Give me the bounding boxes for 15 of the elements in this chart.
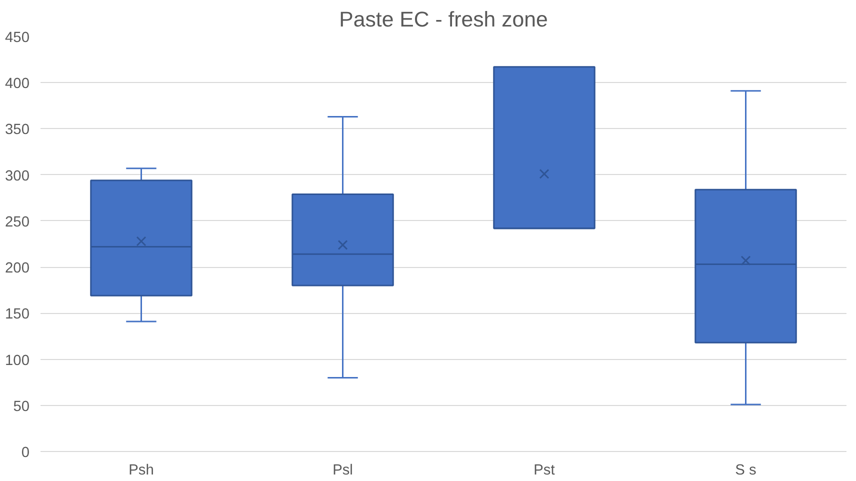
y-tick-label: 0 bbox=[21, 445, 30, 461]
y-tick-label: 400 bbox=[5, 76, 30, 92]
y-tick-label: 100 bbox=[5, 352, 30, 369]
x-tick-label: Psh bbox=[128, 462, 154, 478]
y-tick-label: 50 bbox=[13, 398, 30, 415]
y-tick-label: 350 bbox=[5, 122, 30, 138]
y-tick-label: 450 bbox=[5, 30, 30, 46]
y-tick-label: 300 bbox=[5, 168, 30, 184]
y-tick-label: 250 bbox=[5, 214, 30, 230]
chart-title: Paste EC - fresh zone bbox=[339, 8, 548, 32]
x-tick-label: Pst bbox=[534, 462, 555, 478]
y-tick-label: 150 bbox=[5, 306, 30, 323]
x-tick-label: Psl bbox=[332, 462, 353, 478]
x-tick-label: S s bbox=[735, 462, 756, 478]
y-tick-label: 200 bbox=[5, 260, 30, 277]
